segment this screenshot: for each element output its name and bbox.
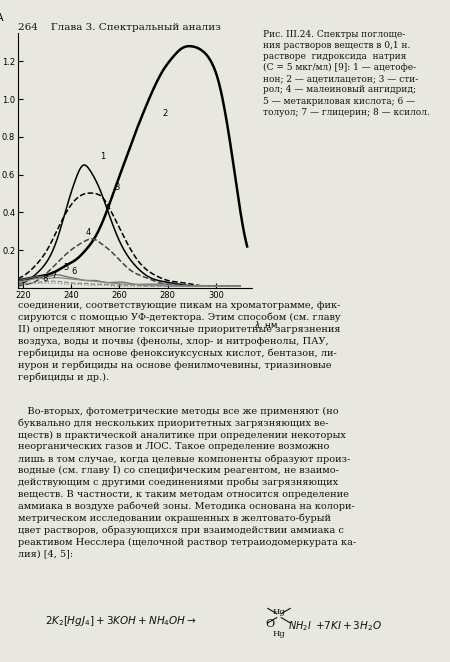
Text: 7: 7 — [52, 271, 57, 280]
Text: $+ 7KI + 3H_2O$: $+ 7KI + 3H_2O$ — [315, 619, 382, 633]
Text: 264    Глава 3. Спектральный анализ: 264 Глава 3. Спектральный анализ — [18, 23, 221, 32]
Text: 2: 2 — [163, 109, 168, 118]
Text: 5: 5 — [64, 263, 69, 272]
Text: Hg: Hg — [273, 630, 285, 638]
Text: Рис. ІІІ.24. Спектры поглоще-
ния растворов веществ в 0,1 н.
растворе  гидроксид: Рис. ІІІ.24. Спектры поглоще- ния раство… — [263, 30, 430, 117]
Text: Hg: Hg — [273, 608, 285, 616]
Text: $2K_2[HgJ_4]+3KOH+NH_4OH \rightarrow$: $2K_2[HgJ_4]+3KOH+NH_4OH \rightarrow$ — [45, 614, 197, 628]
Text: Во-вторых, фотометрические методы все же применяют (но
буквально для нескольких : Во-вторых, фотометрические методы все же… — [18, 407, 356, 558]
Text: 1: 1 — [100, 152, 105, 162]
Text: 4: 4 — [86, 228, 91, 237]
Text: 8: 8 — [42, 274, 48, 283]
Text: $NH_2I$: $NH_2I$ — [288, 619, 312, 633]
Text: 3: 3 — [114, 183, 120, 192]
Text: 6: 6 — [71, 267, 76, 276]
Text: соединении, соответствующие пикам на хроматограмме, фик-
сируются с помощью УФ-д: соединении, соответствующие пикам на хро… — [18, 301, 341, 382]
Text: O: O — [266, 619, 274, 629]
Text: A: A — [0, 13, 3, 23]
Text: $\lambda$, нм: $\lambda$, нм — [254, 318, 278, 330]
